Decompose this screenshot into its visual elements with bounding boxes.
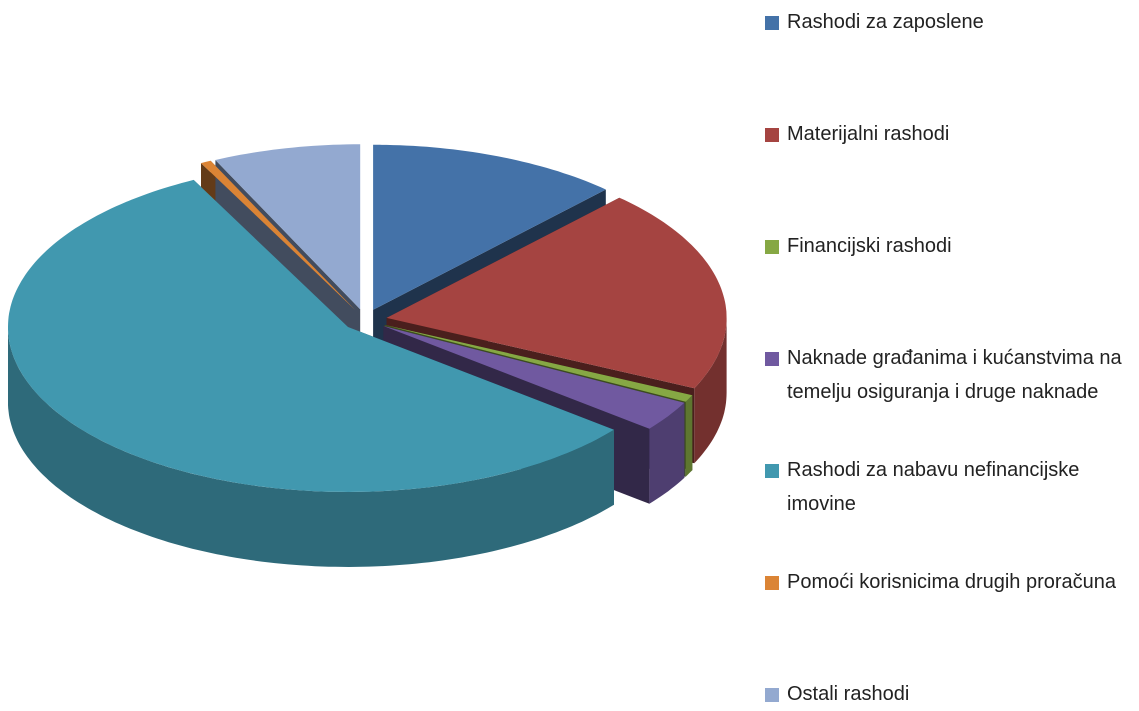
legend-swatch bbox=[765, 240, 779, 254]
slice-wall bbox=[8, 327, 614, 567]
legend-label: Naknade građanima i kućanstvima na temel… bbox=[787, 347, 1122, 403]
slice bbox=[201, 160, 356, 311]
slice bbox=[383, 326, 685, 429]
legend-swatch bbox=[765, 464, 779, 478]
legend-label: Materijalni rashodi bbox=[787, 123, 950, 145]
legend: Rashodi za zaposlene Materijalni rashodi F… bbox=[765, 0, 1135, 710]
slice bbox=[373, 144, 606, 310]
legend-swatch bbox=[765, 352, 779, 366]
legend-item: Financijski rashodi bbox=[765, 229, 1135, 263]
legend-swatch bbox=[765, 128, 779, 142]
slice bbox=[215, 144, 361, 310]
slice-wall bbox=[694, 317, 727, 464]
legend-item: Ostali rashodi bbox=[765, 677, 1135, 711]
legend-swatch bbox=[765, 16, 779, 30]
legend-item: Rashodi za zaposlene bbox=[765, 5, 1135, 39]
slice bbox=[386, 197, 727, 389]
legend-label: Rashodi za zaposlene bbox=[787, 11, 984, 33]
legend-label: Rashodi za nabavu nefinancijske imovine bbox=[787, 459, 1080, 515]
slice bbox=[8, 179, 614, 492]
slice bbox=[384, 324, 693, 402]
chart bbox=[8, 144, 727, 567]
legend-item: Naknade građanima i kućanstvima na temel… bbox=[765, 341, 1135, 409]
legend-swatch bbox=[765, 576, 779, 590]
legend-label: Financijski rashodi bbox=[787, 235, 952, 257]
slice-wall bbox=[685, 395, 693, 477]
legend-item: Rashodi za nabavu nefinancijske imovine bbox=[765, 453, 1135, 521]
legend-label: Pomoći korisnicima drugih proračuna bbox=[787, 571, 1117, 593]
legend-label: Ostali rashodi bbox=[787, 683, 910, 705]
legend-item: Pomoći korisnicima drugih proračuna bbox=[765, 565, 1135, 599]
legend-item: Materijalni rashodi bbox=[765, 117, 1135, 151]
slice-wall bbox=[649, 402, 685, 504]
legend-swatch bbox=[765, 688, 779, 702]
